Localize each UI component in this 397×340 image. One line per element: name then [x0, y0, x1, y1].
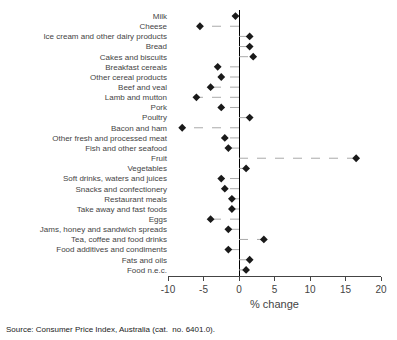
svg-text:Fats and oils: Fats and oils — [122, 256, 167, 265]
svg-text:% change: % change — [250, 298, 299, 310]
svg-text:Other fresh and processed meat: Other fresh and processed meat — [52, 134, 168, 143]
svg-text:Bacon and ham: Bacon and ham — [111, 124, 167, 133]
svg-text:Snacks and confectionery: Snacks and confectionery — [75, 184, 167, 193]
svg-text:Soft drinks, waters and juices: Soft drinks, waters and juices — [63, 174, 167, 183]
svg-text:15: 15 — [340, 284, 352, 295]
svg-text:Fruit: Fruit — [151, 154, 168, 163]
svg-text:Bread: Bread — [146, 42, 167, 51]
svg-text:20: 20 — [375, 284, 387, 295]
svg-text:Pork: Pork — [151, 103, 168, 112]
svg-text:Cheese: Cheese — [139, 22, 167, 31]
svg-text:Cakes and biscuits: Cakes and biscuits — [100, 53, 167, 62]
svg-text:Tea, coffee and food drinks: Tea, coffee and food drinks — [71, 235, 167, 244]
svg-text:5: 5 — [272, 284, 278, 295]
svg-text:Beef and veal: Beef and veal — [118, 83, 167, 92]
svg-text:Source: Consumer Price Index,: Source: Consumer Price Index, Australia … — [6, 325, 215, 334]
svg-text:0: 0 — [236, 284, 242, 295]
svg-text:-5: -5 — [199, 284, 208, 295]
svg-text:Poultry: Poultry — [142, 113, 167, 122]
svg-text:Food additives and condiments: Food additives and condiments — [56, 245, 167, 254]
svg-text:Jams, honey and sandwich sprea: Jams, honey and sandwich spreads — [40, 225, 167, 234]
svg-text:Breakfast cereals: Breakfast cereals — [105, 63, 167, 72]
svg-text:Food n.e.c.: Food n.e.c. — [127, 266, 167, 275]
svg-text:Vegetables: Vegetables — [127, 164, 167, 173]
svg-text:Take away and fast foods: Take away and fast foods — [77, 205, 167, 214]
svg-text:Ice cream and other dairy prod: Ice cream and other dairy products — [43, 32, 167, 41]
svg-text:Other cereal products: Other cereal products — [90, 73, 167, 82]
svg-text:10: 10 — [304, 284, 316, 295]
svg-text:-10: -10 — [161, 284, 176, 295]
svg-text:Eggs: Eggs — [149, 215, 167, 224]
svg-text:Lamb and mutton: Lamb and mutton — [105, 93, 167, 102]
svg-text:Milk: Milk — [153, 12, 168, 21]
svg-text:Restaurant meals: Restaurant meals — [104, 195, 167, 204]
svg-text:Fish and other seafood: Fish and other seafood — [85, 144, 167, 153]
